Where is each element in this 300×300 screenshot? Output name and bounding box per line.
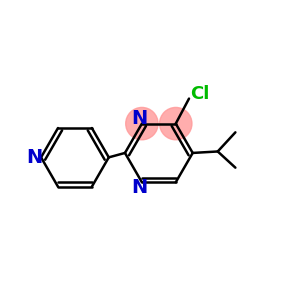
Text: Cl: Cl [190, 85, 210, 103]
Circle shape [160, 107, 192, 140]
Circle shape [126, 107, 158, 140]
Text: N: N [131, 109, 147, 128]
Text: N: N [131, 178, 147, 197]
Text: N: N [26, 148, 43, 167]
